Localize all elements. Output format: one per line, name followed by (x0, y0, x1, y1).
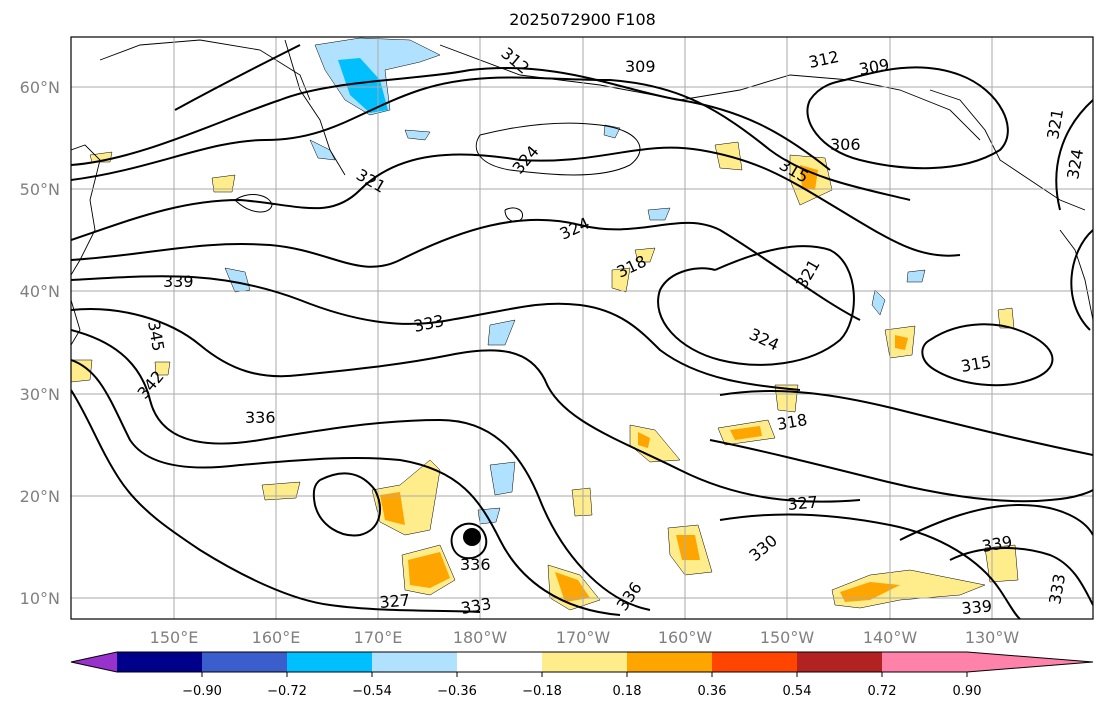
lon-label: 160°W (658, 628, 713, 647)
lon-label: 170°E (354, 628, 403, 647)
longitude-labels: 150°E 160°E 170°E 180°W 170°W 160°W 150°… (150, 628, 1020, 647)
lat-label: 10°N (20, 589, 60, 608)
colorbar-segment (882, 652, 967, 672)
colorbar-tick-label: −0.36 (437, 684, 477, 699)
colorbar-segment (287, 652, 372, 672)
colorbar-outline (70, 651, 1094, 673)
map-panel (71, 37, 1093, 619)
colorbar-ticks (201, 672, 968, 677)
colorbar-tick-label: −0.54 (352, 684, 392, 699)
colorbar-segment (542, 652, 627, 672)
colorbar-segment (117, 652, 202, 672)
contour-lines (71, 44, 1093, 619)
lon-label: 140°W (863, 628, 918, 647)
colorbar-tick-label: 0.18 (613, 684, 642, 699)
colorbar-segment (712, 652, 797, 672)
lat-label: 20°N (20, 487, 60, 506)
colorbar-segment (202, 652, 287, 672)
colorbar-tick-label: 0.90 (953, 684, 982, 699)
contour-thin-lines (234, 122, 641, 223)
colorbar-segment (457, 652, 542, 672)
colorbar-tick-label: 0.36 (698, 684, 727, 699)
colorbar-tick-label: 0.72 (868, 684, 897, 699)
colorbar-tick-label: −0.72 (267, 684, 307, 699)
contour-label: 327 (379, 590, 411, 612)
contour-label: 309 (625, 57, 656, 76)
lon-label: 150°E (150, 628, 199, 647)
lon-label: 170°W (556, 628, 611, 647)
colorbar-segment (627, 652, 712, 672)
contour-label: 339 (961, 596, 993, 618)
map-border (70, 36, 1094, 620)
colorbar-segment (372, 652, 457, 672)
contour-label: 306 (830, 135, 861, 154)
colorbar: −0.90 −0.72 −0.54 −0.36 −0.18 0.18 0.36 … (70, 651, 1094, 699)
latitude-labels: 60°N 50°N 40°N 30°N 20°N 10°N (20, 78, 60, 608)
colorbar-tick-label: −0.90 (182, 684, 222, 699)
colorbar-tick-label: −0.18 (522, 684, 562, 699)
lon-label: 130°W (965, 628, 1020, 647)
colorbar-extend-low (71, 652, 117, 672)
anomaly-shading (71, 37, 1019, 611)
lon-label: 160°E (252, 628, 301, 647)
contour-label: 327 (787, 492, 819, 514)
lon-label: 150°W (760, 628, 815, 647)
map-title: 2025072900 F108 (509, 10, 656, 29)
colorbar-segment (797, 652, 882, 672)
lon-label: 180°W (453, 628, 508, 647)
colorbar-tick-label: 0.54 (783, 684, 812, 699)
contour-label: 336 (245, 408, 276, 427)
lat-label: 60°N (20, 78, 60, 97)
colorbar-extend-high (967, 652, 1093, 672)
contour-label: 336 (460, 555, 491, 574)
contour-label: 339 (163, 272, 194, 291)
storm-center-marker (463, 528, 481, 546)
lat-label: 30°N (20, 385, 60, 404)
lat-label: 40°N (20, 282, 60, 301)
lat-label: 50°N (20, 180, 60, 199)
